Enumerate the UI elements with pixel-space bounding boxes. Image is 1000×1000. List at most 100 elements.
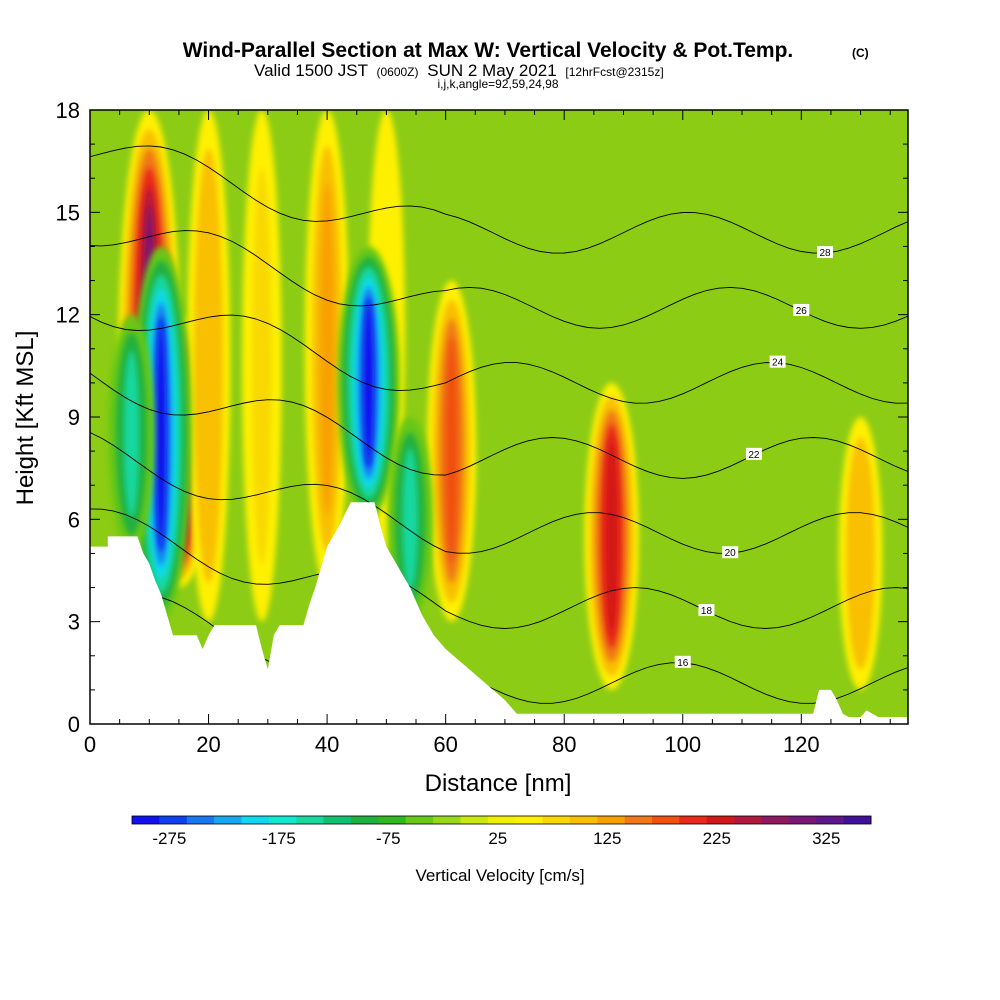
updraft-3 (242, 110, 282, 622)
colorbar-swatch (761, 816, 790, 824)
colorbar-swatch (132, 816, 160, 824)
theta-label-20: 20 (725, 548, 737, 559)
colorbar-swatch (296, 816, 325, 824)
theta-label-bg (722, 546, 739, 559)
colorbar-swatch (706, 816, 735, 824)
colorbar-swatch (788, 816, 817, 824)
colorbar-swatch (597, 816, 626, 824)
terrain (90, 502, 908, 724)
colorbar-label: Vertical Velocity [cm/s] (415, 866, 584, 885)
theta-contour-22 (90, 372, 908, 479)
theta-contour-28 (90, 145, 908, 254)
y-tick-label: 0 (68, 712, 80, 737)
y-tick-label: 18 (56, 98, 80, 123)
plot-area: 16 18 20 22 24 26 28 (90, 110, 908, 724)
forecast-info: [12hrFcst@2315z] (565, 65, 663, 79)
colorbar-swatch (487, 816, 516, 824)
colorbar-swatch (159, 816, 188, 824)
updraft-7-level (606, 438, 618, 635)
colorbar-tick-label: -75 (376, 829, 401, 848)
downdraft-1 (108, 314, 155, 554)
colorbar-swatch (378, 816, 407, 824)
updraft-3-level (252, 167, 272, 565)
colorbar-swatch (405, 816, 434, 824)
zulu-time: (0600Z) (376, 65, 418, 79)
downdraft-0-level (156, 316, 167, 552)
x-axis-label: Distance [nm] (425, 770, 572, 797)
theta-label-bg (698, 604, 715, 617)
downdraft-3-level (402, 447, 418, 591)
colorbar-tick-label: 325 (812, 829, 840, 848)
colorbar-swatch (433, 816, 461, 824)
colorbar-swatch (734, 816, 763, 824)
x-tick-label: 20 (196, 732, 220, 757)
colorbar-swatch (624, 816, 653, 824)
theta-contour-20 (90, 432, 908, 554)
colorbar-frame (131, 815, 872, 825)
x-tick-label: 80 (552, 732, 576, 757)
theta-label-28: 28 (819, 248, 831, 259)
colorbar-tick-label: -175 (262, 829, 296, 848)
colorbar: -275 -175 -75 25 125 225 325 (131, 815, 872, 848)
colorbar-swatch (679, 816, 708, 824)
colorbar-swatch (652, 816, 680, 824)
theta-label-bg (674, 655, 691, 668)
updraft-4 (304, 110, 350, 588)
x-tick-label: 120 (783, 732, 820, 757)
theta-label-16: 16 (677, 658, 689, 669)
colorbar-swatch (241, 816, 270, 824)
colorbar-swatch (214, 816, 242, 824)
colorbar-swatch (843, 816, 872, 824)
colorbar-tick-label: 125 (593, 829, 621, 848)
x-tick-label: 0 (84, 732, 96, 757)
updraft-2-level (201, 186, 216, 545)
y-tick-label: 15 (56, 200, 80, 225)
x-tick-label: 60 (433, 732, 457, 757)
theta-label-22: 22 (748, 450, 760, 461)
y-axis-label: Height [Kft MSL] (12, 331, 39, 506)
theta-label-18: 18 (701, 606, 713, 617)
updraft-8-level (853, 457, 868, 649)
y-tick-label: 3 (68, 610, 80, 635)
theta-label-bg (769, 355, 786, 368)
valid-date: SUN 2 May 2021 (427, 61, 556, 80)
colorbar-swatch (350, 816, 379, 824)
grid-info: i,j,k,angle=92,59,24,98 (437, 77, 558, 91)
velocity-field (108, 110, 883, 690)
colorbar-swatch (268, 816, 297, 824)
updraft-4-level (319, 181, 335, 516)
chart-subtitle: Valid 1500 JST (0600Z) SUN 2 May 2021 [1… (254, 61, 664, 80)
colorbar-swatch (816, 816, 845, 824)
updraft-2 (186, 110, 231, 622)
downdraft-1-level (123, 350, 140, 518)
theta-label-bg (817, 246, 834, 259)
y-tick-label: 9 (68, 405, 80, 430)
updraft-6-level (445, 338, 458, 565)
colorbar-swatch (460, 816, 489, 824)
valid-label: Valid 1500 JST (254, 61, 368, 80)
theta-label-bg (793, 303, 810, 316)
copyright-mark: (C) (852, 46, 869, 60)
colorbar-swatch (323, 816, 352, 824)
updraft-7 (584, 382, 639, 690)
colorbar-swatch (515, 816, 544, 824)
y-tick-label: 6 (68, 507, 80, 532)
colorbar-tick-label: 25 (488, 829, 507, 848)
colorbar-tick-label: -275 (152, 829, 186, 848)
colorbar-swatch (569, 816, 598, 824)
theta-contour-18 (90, 508, 908, 629)
axes: 0 20 40 60 80 100 120 0 3 6 9 12 15 18 (56, 98, 908, 757)
x-tick-label: 100 (664, 732, 701, 757)
updraft-8 (838, 417, 883, 690)
updraft-6 (426, 280, 477, 622)
colorbar-swatch (542, 816, 571, 824)
colorbar-tick-label: 225 (703, 829, 731, 848)
colorbar-swatch (186, 816, 215, 824)
y-tick-label: 12 (56, 303, 80, 328)
x-tick-label: 40 (315, 732, 339, 757)
theta-label-24: 24 (772, 358, 784, 369)
chart-title: Wind-Parallel Section at Max W: Vertical… (183, 39, 794, 62)
theta-label-26: 26 (796, 306, 808, 317)
downdraft-2 (337, 246, 400, 520)
